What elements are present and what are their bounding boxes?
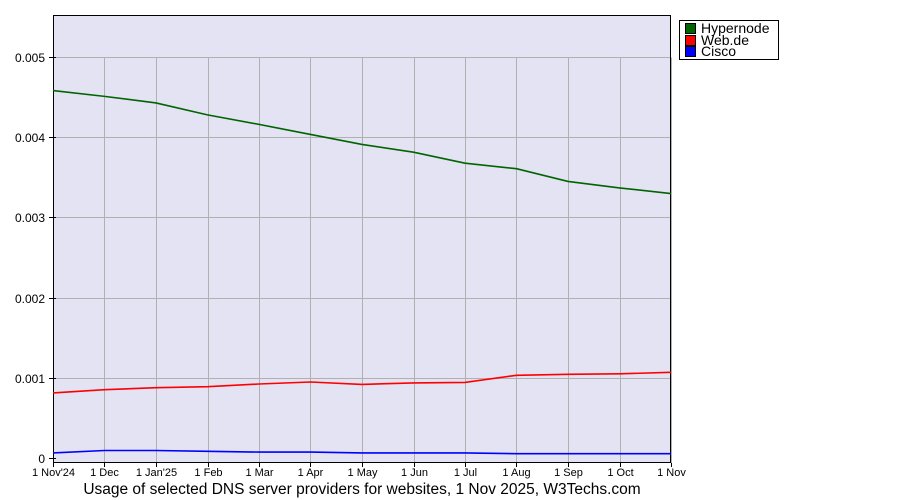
svg-text:1 Oct: 1 Oct	[607, 467, 633, 479]
svg-text:0.002: 0.002	[15, 292, 45, 306]
svg-text:1 Sep: 1 Sep	[554, 467, 583, 479]
svg-text:0.005: 0.005	[15, 51, 45, 65]
svg-text:1 Jan'25: 1 Jan'25	[136, 467, 177, 479]
svg-text:1 May: 1 May	[348, 467, 378, 479]
svg-text:1 Jun: 1 Jun	[401, 467, 428, 479]
svg-text:0: 0	[38, 452, 45, 466]
svg-text:1 Mar: 1 Mar	[245, 467, 273, 479]
svg-text:0.001: 0.001	[15, 372, 45, 386]
svg-text:1 Nov'24: 1 Nov'24	[32, 467, 75, 479]
svg-text:1 Dec: 1 Dec	[90, 467, 119, 479]
svg-text:1 Aug: 1 Aug	[502, 467, 530, 479]
svg-text:1 Feb: 1 Feb	[194, 467, 222, 479]
svg-text:0.003: 0.003	[15, 211, 45, 225]
svg-text:1 Apr: 1 Apr	[298, 467, 324, 479]
svg-text:1 Nov: 1 Nov	[657, 467, 686, 479]
svg-text:1 Jul: 1 Jul	[454, 467, 477, 479]
svg-text:0.004: 0.004	[15, 131, 45, 145]
